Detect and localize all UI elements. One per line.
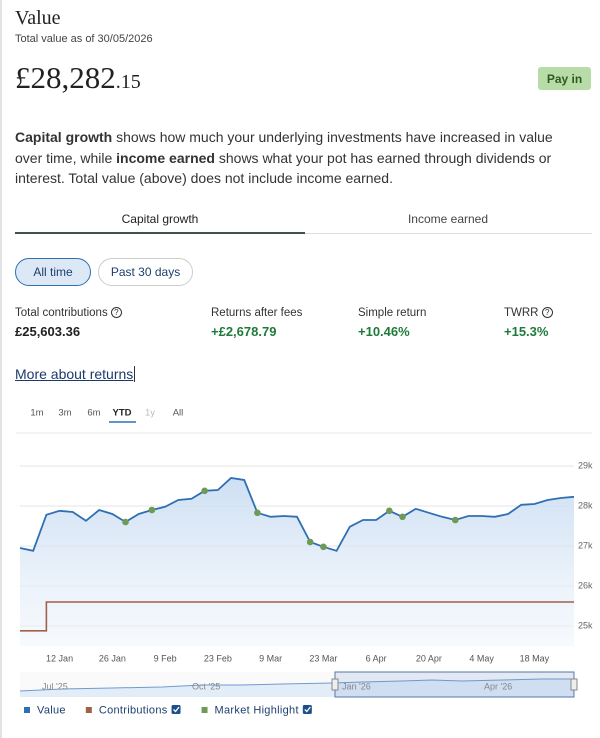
- stat-label: Returns after fees: [211, 307, 303, 319]
- range-button[interactable]: YTD: [113, 408, 132, 419]
- range-button[interactable]: 1m: [30, 408, 43, 419]
- navigator-label: Jan '26: [342, 681, 371, 691]
- market-highlight: [122, 518, 129, 526]
- tab[interactable]: Capital growth: [121, 212, 199, 226]
- navigator-area: [20, 679, 574, 697]
- value-line: [19, 477, 575, 552]
- stat-label: Total contributions ?: [15, 307, 122, 319]
- stat-value: +£2,678.79: [211, 324, 277, 339]
- tab-divider: [305, 233, 592, 234]
- navigator-label: Apr '26: [484, 681, 512, 691]
- navigator: [19, 671, 578, 698]
- intro-segment: Capital growth: [15, 129, 113, 145]
- stat-label-text: Total contributions: [15, 307, 108, 319]
- navigator-handle[interactable]: [331, 678, 339, 691]
- intro-text: Capital growth shows how much your under…: [15, 127, 583, 189]
- intro-segment: shows what your pot has earned through d…: [15, 149, 552, 187]
- stat-value: +15.3%: [504, 324, 549, 339]
- filter-button[interactable]: All time: [15, 258, 91, 286]
- legend-label: Market Highlight: [215, 704, 299, 716]
- y-tick-label: 29k: [578, 460, 593, 470]
- x-tick-label: 4 May: [469, 653, 494, 663]
- amount-pence: .15: [115, 71, 141, 93]
- legend-swatch: [201, 707, 208, 713]
- tab-indicator: [15, 232, 305, 234]
- navigator-label: Jul '25: [42, 681, 68, 691]
- amount: £28,282.15: [15, 60, 141, 96]
- legend-label: Contributions: [99, 704, 168, 716]
- amount-main: £28,282: [15, 60, 116, 95]
- x-tick-label: 20 Apr: [416, 653, 442, 663]
- navigator-window[interactable]: [334, 671, 575, 698]
- returns-link[interactable]: More about returns: [15, 366, 136, 382]
- y-tick-label: 28k: [578, 500, 593, 510]
- market-highlight: [254, 509, 261, 517]
- x-tick-label: 26 Jan: [99, 653, 126, 663]
- navigator-label: Oct '25: [192, 681, 220, 691]
- x-tick-label: 9 Mar: [259, 653, 282, 663]
- x-tick-label: 12 Jan: [46, 653, 73, 663]
- stat-label-text: TWRR: [504, 307, 539, 319]
- legend-swatch: [85, 707, 92, 713]
- help-icon[interactable]: ?: [541, 307, 553, 319]
- range-button[interactable]: 6m: [87, 408, 100, 419]
- legend-checkbox: [302, 705, 312, 714]
- market-highlight: [320, 543, 327, 551]
- navigator-handle[interactable]: [570, 678, 578, 691]
- legend-check: [304, 706, 311, 713]
- x-tick-label: 6 Apr: [366, 653, 387, 663]
- subtitle: Total value as of 30/05/2026: [15, 33, 153, 45]
- market-highlight: [148, 506, 156, 514]
- market-highlight: [306, 538, 314, 546]
- market-highlight: [399, 513, 406, 521]
- range-button: 1y: [145, 408, 155, 419]
- stat-label: Simple return: [358, 307, 427, 319]
- range-button[interactable]: 3m: [58, 408, 71, 419]
- stat-label: TWRR ?: [504, 307, 553, 319]
- intro-segment: income earned: [116, 149, 215, 166]
- x-tick-label: 9 Feb: [154, 653, 177, 663]
- stat-value: £25,603.36: [15, 324, 81, 339]
- y-tick-label: 26k: [578, 580, 593, 590]
- chart: 1m 3m 6m YTD 1y All 25k 26k 27k 28k 29k 12 Ja…: [16, 408, 593, 716]
- market-highlight: [451, 516, 459, 524]
- x-tick-label: 23 Feb: [204, 653, 232, 663]
- range-button[interactable]: All: [173, 408, 184, 419]
- stat-value: +10.46%: [358, 324, 410, 339]
- value-area: [20, 478, 574, 646]
- page-title: Value: [15, 7, 61, 29]
- legend-check: [173, 706, 180, 713]
- x-tick-label: 18 May: [520, 653, 550, 663]
- legend-swatch: [24, 707, 30, 713]
- filter-button[interactable]: Past 30 days: [98, 258, 193, 286]
- pay-in-button[interactable]: Pay in: [538, 67, 591, 90]
- legend-checkbox: [171, 705, 181, 714]
- y-tick-label: 25k: [578, 620, 593, 630]
- market-highlight: [201, 487, 208, 495]
- x-tick-label: 23 Mar: [309, 653, 337, 663]
- tab[interactable]: Income earned: [407, 212, 489, 226]
- legend-label: Value: [37, 704, 66, 716]
- intro-segment: shows how much your underlying investmen…: [15, 129, 553, 166]
- market-highlight: [386, 507, 393, 515]
- contributions-line: [20, 601, 574, 632]
- y-tick-label: 27k: [578, 540, 593, 550]
- help-icon[interactable]: ?: [110, 307, 122, 319]
